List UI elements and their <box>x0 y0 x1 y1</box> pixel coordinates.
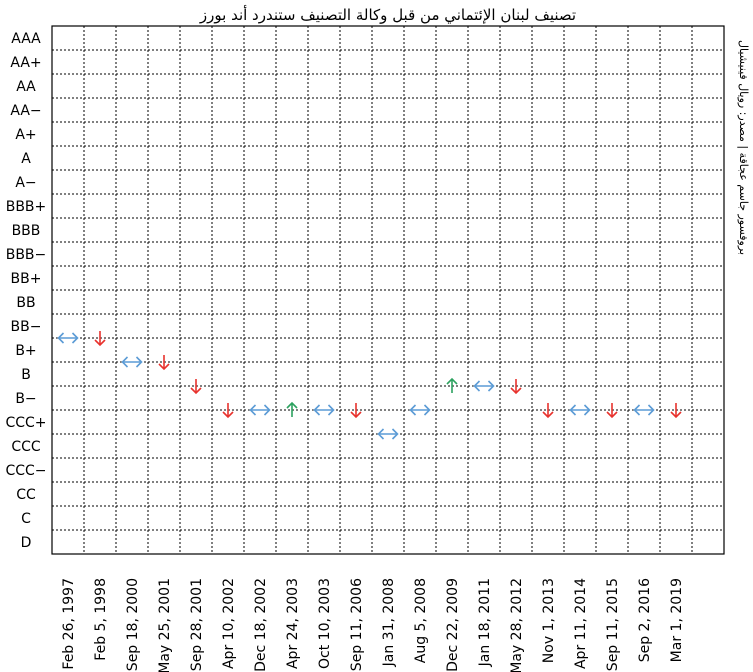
y-axis-labels: AAAAA+AAAA−A+AA−BBB+BBBBBB−BB+BBBB−B+BB−… <box>5 31 46 551</box>
rating-marker-down-arrow-icon <box>94 331 106 347</box>
rating-marker-down-arrow-icon <box>510 379 522 395</box>
x-tick-label: Sep 11, 2006 <box>349 578 365 671</box>
y-tick-label: CCC− <box>5 463 46 479</box>
x-axis-labels: Feb 26, 1997 Feb 5, 1998 Sep 18, 2000 May 2… <box>61 578 685 672</box>
x-tick-label: Sep 18, 2000 <box>125 578 141 671</box>
y-tick-label: CCC+ <box>5 415 46 431</box>
rating-marker-down-arrow-icon <box>190 379 202 395</box>
y-tick-label: BBB <box>12 223 41 239</box>
x-tick-label: Nov 1, 2013 <box>541 578 557 663</box>
x-tick-label: Jan 31, 2008 <box>381 578 397 667</box>
rating-marker-left-right-arrow-icon <box>249 404 271 416</box>
x-tick-label: Dec 18, 2002 <box>253 578 269 672</box>
x-tick-label: Dec 22, 2009 <box>445 578 461 672</box>
rating-marker-left-right-arrow-icon <box>57 332 79 344</box>
y-tick-label: AAA <box>11 31 41 47</box>
y-tick-label: BB− <box>11 319 42 335</box>
rating-marker-up-arrow-icon <box>446 377 458 393</box>
rating-marker-down-arrow-icon <box>350 403 362 419</box>
y-tick-label: CCC <box>11 439 41 455</box>
y-tick-label: BBB− <box>6 247 47 263</box>
rating-marker-left-right-arrow-icon <box>377 428 399 440</box>
x-tick-label: Feb 5, 1998 <box>93 578 109 661</box>
rating-marker-left-right-arrow-icon <box>313 404 335 416</box>
x-tick-label: Sep 11, 2015 <box>605 578 621 671</box>
rating-marker-left-right-arrow-icon <box>121 356 143 368</box>
y-tick-label: CC <box>16 487 36 503</box>
y-tick-label: A <box>21 151 31 167</box>
rating-markers <box>57 331 682 440</box>
rating-marker-left-right-arrow-icon <box>569 404 591 416</box>
x-tick-label: Apr 24, 2003 <box>285 578 301 669</box>
x-tick-label: Mar 1, 2019 <box>669 578 685 662</box>
y-tick-label: B <box>21 367 31 383</box>
grid-layer <box>52 26 724 554</box>
y-tick-label: AA <box>16 79 36 95</box>
x-tick-label: May 28, 2012 <box>509 578 525 672</box>
rating-marker-left-right-arrow-icon <box>409 404 431 416</box>
x-tick-label: Sep 2, 2016 <box>637 578 653 662</box>
rating-marker-down-arrow-icon <box>606 403 618 419</box>
y-tick-label: D <box>21 535 32 551</box>
rating-marker-down-arrow-icon <box>542 403 554 419</box>
y-tick-label: AA− <box>10 103 41 119</box>
y-tick-label: C <box>21 511 31 527</box>
x-tick-label: Feb 26, 1997 <box>61 578 77 670</box>
plot-frame <box>51 25 725 555</box>
y-tick-label: A+ <box>15 127 36 143</box>
y-tick-label: A− <box>15 175 36 191</box>
x-tick-label: Oct 10, 2003 <box>317 578 333 669</box>
x-tick-label: Apr 10, 2002 <box>221 578 237 669</box>
source-note: بروفسور جاسم عجاقة | مصدر: رويال فينيشيا… <box>737 40 750 255</box>
rating-marker-up-arrow-icon <box>286 401 298 417</box>
y-tick-label: BB <box>16 295 35 311</box>
x-tick-label: Jan 18, 2011 <box>477 578 493 667</box>
y-tick-label: B− <box>15 391 36 407</box>
rating-marker-down-arrow-icon <box>670 403 682 419</box>
x-tick-label: Sep 28, 2001 <box>189 578 205 671</box>
y-tick-label: AA+ <box>10 55 41 71</box>
y-tick-label: BBB+ <box>6 199 47 215</box>
x-tick-label: Apr 11, 2014 <box>573 578 589 669</box>
y-tick-label: BB+ <box>11 271 42 287</box>
rating-marker-left-right-arrow-icon <box>633 404 655 416</box>
x-tick-label: Aug 5, 2008 <box>413 578 429 663</box>
rating-marker-down-arrow-icon <box>158 355 170 371</box>
x-tick-label: May 25, 2001 <box>157 578 173 672</box>
rating-marker-down-arrow-icon <box>222 403 234 419</box>
y-tick-label: B+ <box>15 343 36 359</box>
chart-title: تصنيف لبنان الإئتماني من قبل وكالة التصن… <box>199 5 576 25</box>
rating-marker-left-right-arrow-icon <box>473 380 495 392</box>
